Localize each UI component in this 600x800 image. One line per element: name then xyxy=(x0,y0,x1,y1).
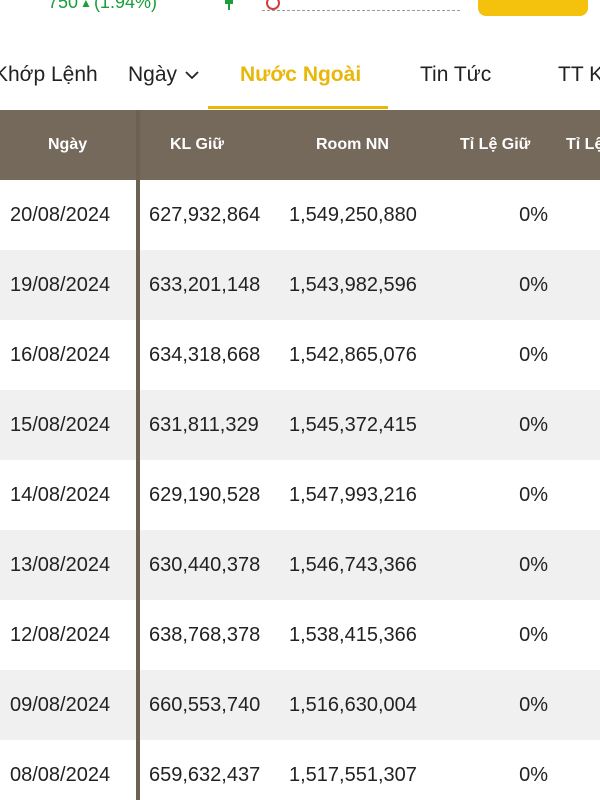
cell-kl-giu: 634,318,668 xyxy=(149,343,261,366)
table-row[interactable]: 09/08/2024 660,553,740 1,516,630,004 0% xyxy=(0,670,600,740)
cell-ti-le-giu: 0% xyxy=(519,273,548,296)
cell-kl-giu: 630,440,378 xyxy=(149,553,261,576)
price-change-value: 750 xyxy=(48,0,79,12)
cell-date: 13/08/2024 xyxy=(10,553,111,576)
column-header-room-nn[interactable]: Room NN xyxy=(316,136,389,153)
frozen-column-divider xyxy=(136,110,140,800)
table-row[interactable]: 13/08/2024 630,440,378 1,546,743,366 0% xyxy=(0,530,600,600)
triangle-up-icon: ▲ xyxy=(80,0,92,10)
price-change-percent: (1.94%) xyxy=(93,0,157,12)
foreign-holdings-table: Ngày KL Giữ Room NN Tỉ Lệ Giữ Tỉ Lệ 20/0… xyxy=(0,110,600,800)
cell-ti-le-giu: 0% xyxy=(519,343,548,366)
table-row[interactable]: 15/08/2024 631,811,329 1,545,372,415 0% xyxy=(0,390,600,460)
cell-date: 14/08/2024 xyxy=(10,483,111,506)
mini-price-chart xyxy=(262,0,460,11)
tab-label: Tin Tức xyxy=(420,63,492,86)
cell-kl-giu: 629,190,528 xyxy=(149,483,261,506)
cell-room-nn: 1,538,415,366 xyxy=(289,623,417,646)
cell-room-nn: 1,549,250,880 xyxy=(289,203,417,226)
tab-nuoc-ngoai[interactable]: Nước Ngoài xyxy=(240,40,361,110)
column-header-kl-giu[interactable]: KL Giữ xyxy=(170,136,224,153)
cell-ti-le-giu: 0% xyxy=(519,483,548,506)
table-row[interactable]: 12/08/2024 638,768,378 1,538,415,366 0% xyxy=(0,600,600,670)
tab-label: Khớp Lệnh xyxy=(0,63,98,86)
cell-ti-le-giu: 0% xyxy=(519,413,548,436)
tab-label: Nước Ngoài xyxy=(240,63,362,86)
cell-room-nn: 1,516,630,004 xyxy=(289,693,417,716)
cell-kl-giu: 660,553,740 xyxy=(149,693,261,716)
cell-ti-le-giu: 0% xyxy=(519,553,548,576)
cell-date: 16/08/2024 xyxy=(10,343,111,366)
tab-bar: Khớp Lệnh Ngày Nước Ngoài Tin Tức TT K xyxy=(0,40,600,110)
tab-tin-tuc[interactable]: Tin Tức xyxy=(420,40,491,110)
mini-chart-marker xyxy=(266,0,280,10)
table-row[interactable]: 14/08/2024 629,190,528 1,547,993,216 0% xyxy=(0,460,600,530)
cell-ti-le-giu: 0% xyxy=(519,763,548,786)
cell-ti-le-giu: 0% xyxy=(519,623,548,646)
table-row[interactable]: 08/08/2024 659,632,437 1,517,551,307 0% xyxy=(0,740,600,800)
cell-kl-giu: 633,201,148 xyxy=(149,273,261,296)
cell-room-nn: 1,543,982,596 xyxy=(289,273,417,296)
cell-date: 08/08/2024 xyxy=(10,763,111,786)
trade-button[interactable] xyxy=(478,0,588,16)
ticker-bar: 750 ▲ (1.94%) xyxy=(0,0,600,30)
cell-date: 09/08/2024 xyxy=(10,693,111,716)
column-header-ngay[interactable]: Ngày xyxy=(48,136,88,153)
tab-label: Ngày xyxy=(128,63,178,86)
cell-room-nn: 1,517,551,307 xyxy=(289,763,417,786)
tab-label: TT K xyxy=(558,63,600,86)
cell-date: 12/08/2024 xyxy=(10,623,111,646)
cell-date: 20/08/2024 xyxy=(10,203,111,226)
table-row[interactable]: 16/08/2024 634,318,668 1,542,865,076 0% xyxy=(0,320,600,390)
cell-room-nn: 1,542,865,076 xyxy=(289,343,417,366)
table-header: Ngày KL Giữ Room NN Tỉ Lệ Giữ Tỉ Lệ xyxy=(0,110,600,180)
cell-kl-giu: 631,811,329 xyxy=(149,413,259,436)
cell-date: 15/08/2024 xyxy=(10,413,111,436)
tab-ngay[interactable]: Ngày xyxy=(128,40,199,110)
cell-room-nn: 1,547,993,216 xyxy=(289,483,417,506)
table-row[interactable]: 20/08/2024 627,932,864 1,549,250,880 0% xyxy=(0,180,600,250)
cell-ti-le-giu: 0% xyxy=(519,203,548,226)
table-body: 20/08/2024 627,932,864 1,549,250,880 0% 19/0… xyxy=(0,180,600,800)
active-tab-indicator xyxy=(208,106,388,109)
cell-date: 19/08/2024 xyxy=(10,273,111,296)
cell-kl-giu: 659,632,437 xyxy=(149,763,261,786)
column-header-ti-le[interactable]: Tỉ Lệ xyxy=(566,136,600,153)
cell-room-nn: 1,546,743,366 xyxy=(289,553,417,576)
cell-kl-giu: 627,932,864 xyxy=(149,203,261,226)
chevron-down-icon xyxy=(185,71,199,80)
tab-tt-k[interactable]: TT K xyxy=(558,40,600,110)
tab-khop-lenh[interactable]: Khớp Lệnh xyxy=(0,40,98,110)
table-row[interactable]: 19/08/2024 633,201,148 1,543,982,596 0% xyxy=(0,250,600,320)
cell-kl-giu: 638,768,378 xyxy=(149,623,261,646)
cell-ti-le-giu: 0% xyxy=(519,693,548,716)
cell-room-nn: 1,545,372,415 xyxy=(289,413,417,436)
candlestick-icon xyxy=(225,0,233,10)
column-header-ti-le-giu[interactable]: Tỉ Lệ Giữ xyxy=(460,136,531,153)
price-change: 750 ▲ (1.94%) xyxy=(48,0,157,13)
